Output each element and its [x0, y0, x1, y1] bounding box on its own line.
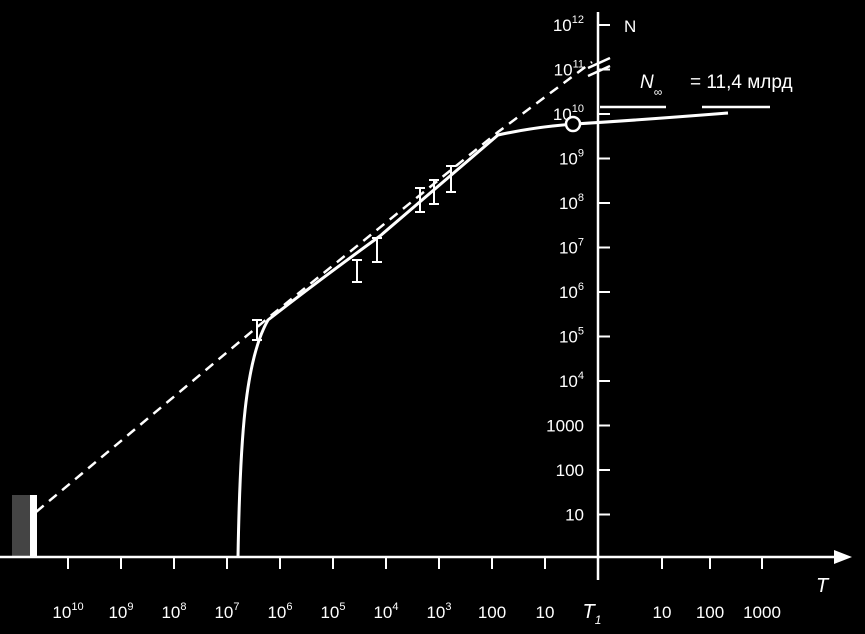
- x-tick-label: 108: [161, 601, 186, 622]
- y-axis-label: N: [624, 17, 636, 36]
- x-tick-label: 103: [426, 601, 451, 622]
- x-tick-label: 1010: [52, 601, 83, 622]
- x-tick-label: 100: [478, 603, 506, 622]
- x-tick-label: 104: [373, 601, 398, 622]
- start-bar: [30, 495, 37, 557]
- x-axis-arrow: [834, 550, 852, 564]
- axis-break-mark: [587, 56, 611, 70]
- y-tick-label: 104: [559, 370, 584, 391]
- y-tick-label: 108: [559, 192, 584, 213]
- x-tick-label: 10: [653, 603, 672, 622]
- x-axis-label: T: [816, 575, 830, 597]
- axis-break-mark: [587, 64, 611, 78]
- y-tick-label: 106: [559, 281, 584, 302]
- y-tick-label: 1000: [546, 417, 584, 436]
- y-tick-label: 1011: [554, 59, 584, 80]
- x-tick-label: 10: [536, 603, 555, 622]
- y-tick-label: 109: [559, 148, 584, 169]
- x-tick-label: 100: [696, 603, 724, 622]
- y-tick-label: 10: [565, 506, 584, 525]
- y-tick-label: 105: [559, 326, 584, 347]
- x-tick-label: 105: [320, 601, 345, 622]
- y-tick-label: 1012: [553, 14, 584, 35]
- series-line-dashed: [35, 60, 593, 513]
- y-tick-label: 100: [556, 461, 584, 480]
- y-tick-label: 1010: [553, 103, 584, 124]
- annotation-value: = 11,4 млрд: [690, 72, 793, 93]
- annotation-n-infinity: N∞: [640, 72, 662, 99]
- x-tick-label: 106: [267, 601, 292, 622]
- x-tick-label: 107: [214, 601, 239, 622]
- start-bar-shade: [12, 495, 30, 557]
- x-origin-label: T1: [583, 601, 602, 627]
- y-tick-label: 107: [559, 237, 584, 258]
- x-tick-label: 1000: [743, 603, 781, 622]
- marker-circle: [564, 115, 582, 133]
- x-tick-label: 109: [108, 601, 133, 622]
- series-line-solid: [236, 111, 729, 558]
